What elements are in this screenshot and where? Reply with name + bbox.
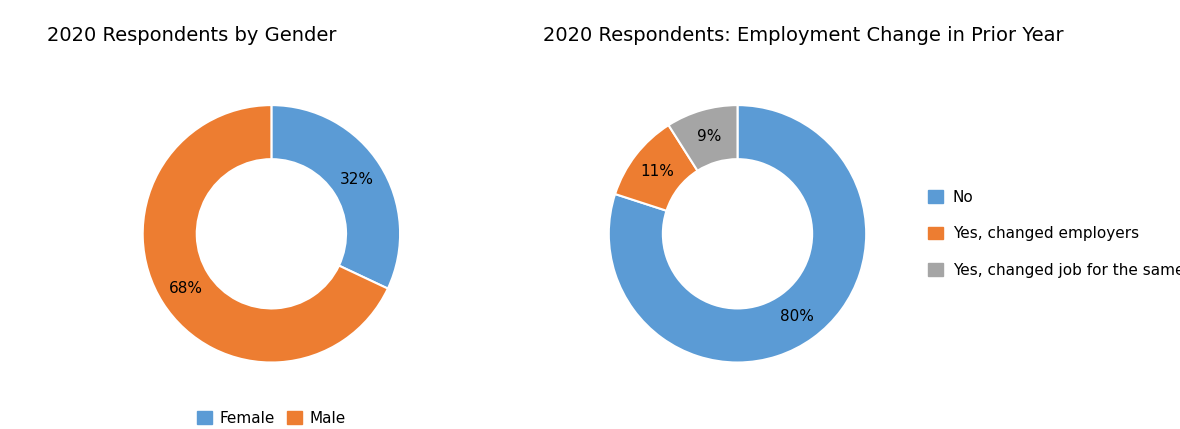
Legend: Female, Male: Female, Male bbox=[190, 405, 353, 429]
Wedge shape bbox=[615, 125, 697, 211]
Text: 2020 Respondents by Gender: 2020 Respondents by Gender bbox=[47, 26, 336, 45]
Text: 9%: 9% bbox=[697, 129, 721, 144]
Text: 80%: 80% bbox=[780, 308, 814, 323]
Wedge shape bbox=[609, 105, 866, 363]
Wedge shape bbox=[669, 105, 738, 171]
Text: 68%: 68% bbox=[169, 281, 203, 296]
Text: 2020 Respondents: Employment Change in Prior Year: 2020 Respondents: Employment Change in P… bbox=[543, 26, 1063, 45]
Text: 32%: 32% bbox=[340, 172, 374, 187]
Legend: No, Yes, changed employers, Yes, changed job for the same employer: No, Yes, changed employers, Yes, changed… bbox=[922, 184, 1180, 284]
Text: 11%: 11% bbox=[641, 164, 674, 179]
Wedge shape bbox=[271, 105, 400, 289]
Wedge shape bbox=[143, 105, 388, 363]
